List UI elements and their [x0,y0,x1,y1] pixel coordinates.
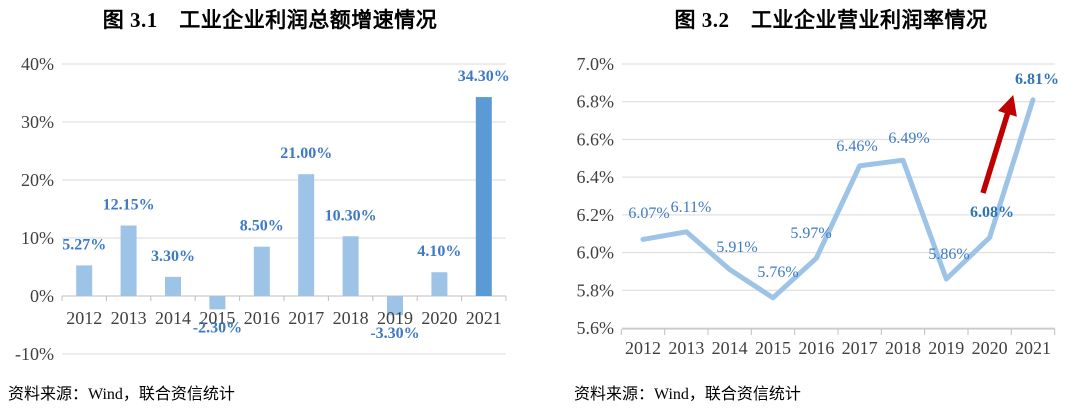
point-data-label: 5.97% [790,225,831,242]
bar [165,276,181,296]
x-axis-category-label: 2012 [66,308,102,328]
x-axis-category-label: 2017 [288,308,324,328]
bar-data-label: 10.30% [325,207,377,224]
y-axis-tick-label: 6.2% [577,205,615,225]
x-axis-category-label: 2016 [798,338,834,358]
bar-data-label: 34.30% [458,68,510,85]
point-data-label: 5.76% [757,264,798,281]
profit-growth-bar-chart: 40% 30% 20% 10% 0% -10% 2012 5.27% 2013 12.15% 201… [15,54,510,364]
point-data-label: 6.07% [628,205,669,222]
bar-data-label: 8.50% [240,218,284,235]
x-axis-category-label: 2015 [199,308,235,328]
bar-data-label: -3.30% [370,325,419,342]
chart-title-profit-margin: 图 3.2 工业企业营业利润率情况 [674,8,988,32]
point-data-label: 6.49% [888,130,929,147]
x-axis-category-label: 2017 [842,338,878,358]
profit-margin-line-chart: 7.0% 6.8% 6.6% 6.4% 6.2% 6.0% 5.8% 5.6% 2012 2013… [577,54,1060,358]
y-axis-tick-label: 6.8% [577,92,615,112]
bar [76,265,93,296]
y-axis-tick-label: 10% [21,228,54,248]
bar-data-label: 5.27% [62,236,106,253]
y-axis-tick-label: 6.0% [577,243,615,263]
x-axis-category-label: 2015 [755,338,791,358]
y-axis-tick-label: 0% [30,286,54,306]
y-axis-tick-label: 6.6% [577,129,615,149]
chart-title-profit-growth: 图 3.1 工业企业利润总额增速情况 [102,8,438,32]
source-note: 资料来源：Wind，联合资信统计 [574,386,801,403]
y-axis-tick-label: 20% [21,170,54,190]
bar [387,296,403,316]
data-line [640,97,1036,301]
bar [475,97,492,296]
x-axis-category-label: 2020 [972,338,1008,358]
bar [253,246,270,296]
y-axis-tick-label: 5.8% [577,280,615,300]
x-axis-category-label: 2019 [928,338,964,358]
point-data-label: 6.81% [1015,71,1059,88]
y-axis-tick-label: 7.0% [577,54,615,74]
rise-emphasis-arrow [980,94,1017,194]
x-axis-category-label: 2019 [377,308,413,328]
x-axis-category-label: 2018 [885,338,921,358]
point-data-label: 5.86% [928,246,969,263]
x-axis-category-label: 2013 [111,308,147,328]
point-data-label: 6.08% [970,204,1014,221]
bar-data-label: 3.30% [151,248,195,265]
source-note: 资料来源：Wind，联合资信统计 [8,386,235,403]
x-axis-category-label: 2014 [155,308,191,328]
bar [120,225,137,296]
x-axis-category-label: 2021 [1015,338,1051,358]
chart-panel-profit-growth: 图 3.1 工业企业利润总额增速情况 40% 30% 20% 10% 0% -10% 201… [8,8,510,403]
x-axis-category-label: 2012 [625,338,661,358]
y-axis-tick-label: 5.6% [577,318,615,338]
point-data-label: 6.46% [836,138,877,155]
chart-panel-profit-margin: 图 3.2 工业企业营业利润率情况 7.0% 6.8% 6.6% 6.4% 6.2% 6.… [540,0,1080,416]
point-data-label: 6.11% [671,199,712,216]
x-axis-category-label: 2020 [421,308,457,328]
bar-data-label: 12.15% [103,197,155,214]
y-axis-tick-label: 6.4% [577,167,615,187]
y-axis-tick-label: -10% [15,344,54,364]
x-axis-category-label: 2014 [712,338,748,358]
bar-data-label: 4.10% [417,243,461,260]
x-axis-category-label: 2013 [668,338,704,358]
x-axis-category-label: 2018 [333,308,369,328]
bar [298,174,315,296]
bar [342,236,359,296]
bar [431,272,448,296]
point-data-label: 5.91% [716,239,757,256]
y-axis-tick-label: 30% [21,112,54,132]
bar [209,296,226,310]
x-axis-category-label: 2021 [466,308,502,328]
bar-data-label: 21.00% [280,145,332,162]
y-axis-tick-label: 40% [21,54,54,74]
bar-data-label: -2.30% [193,319,242,336]
x-axis-category-label: 2016 [244,308,280,328]
